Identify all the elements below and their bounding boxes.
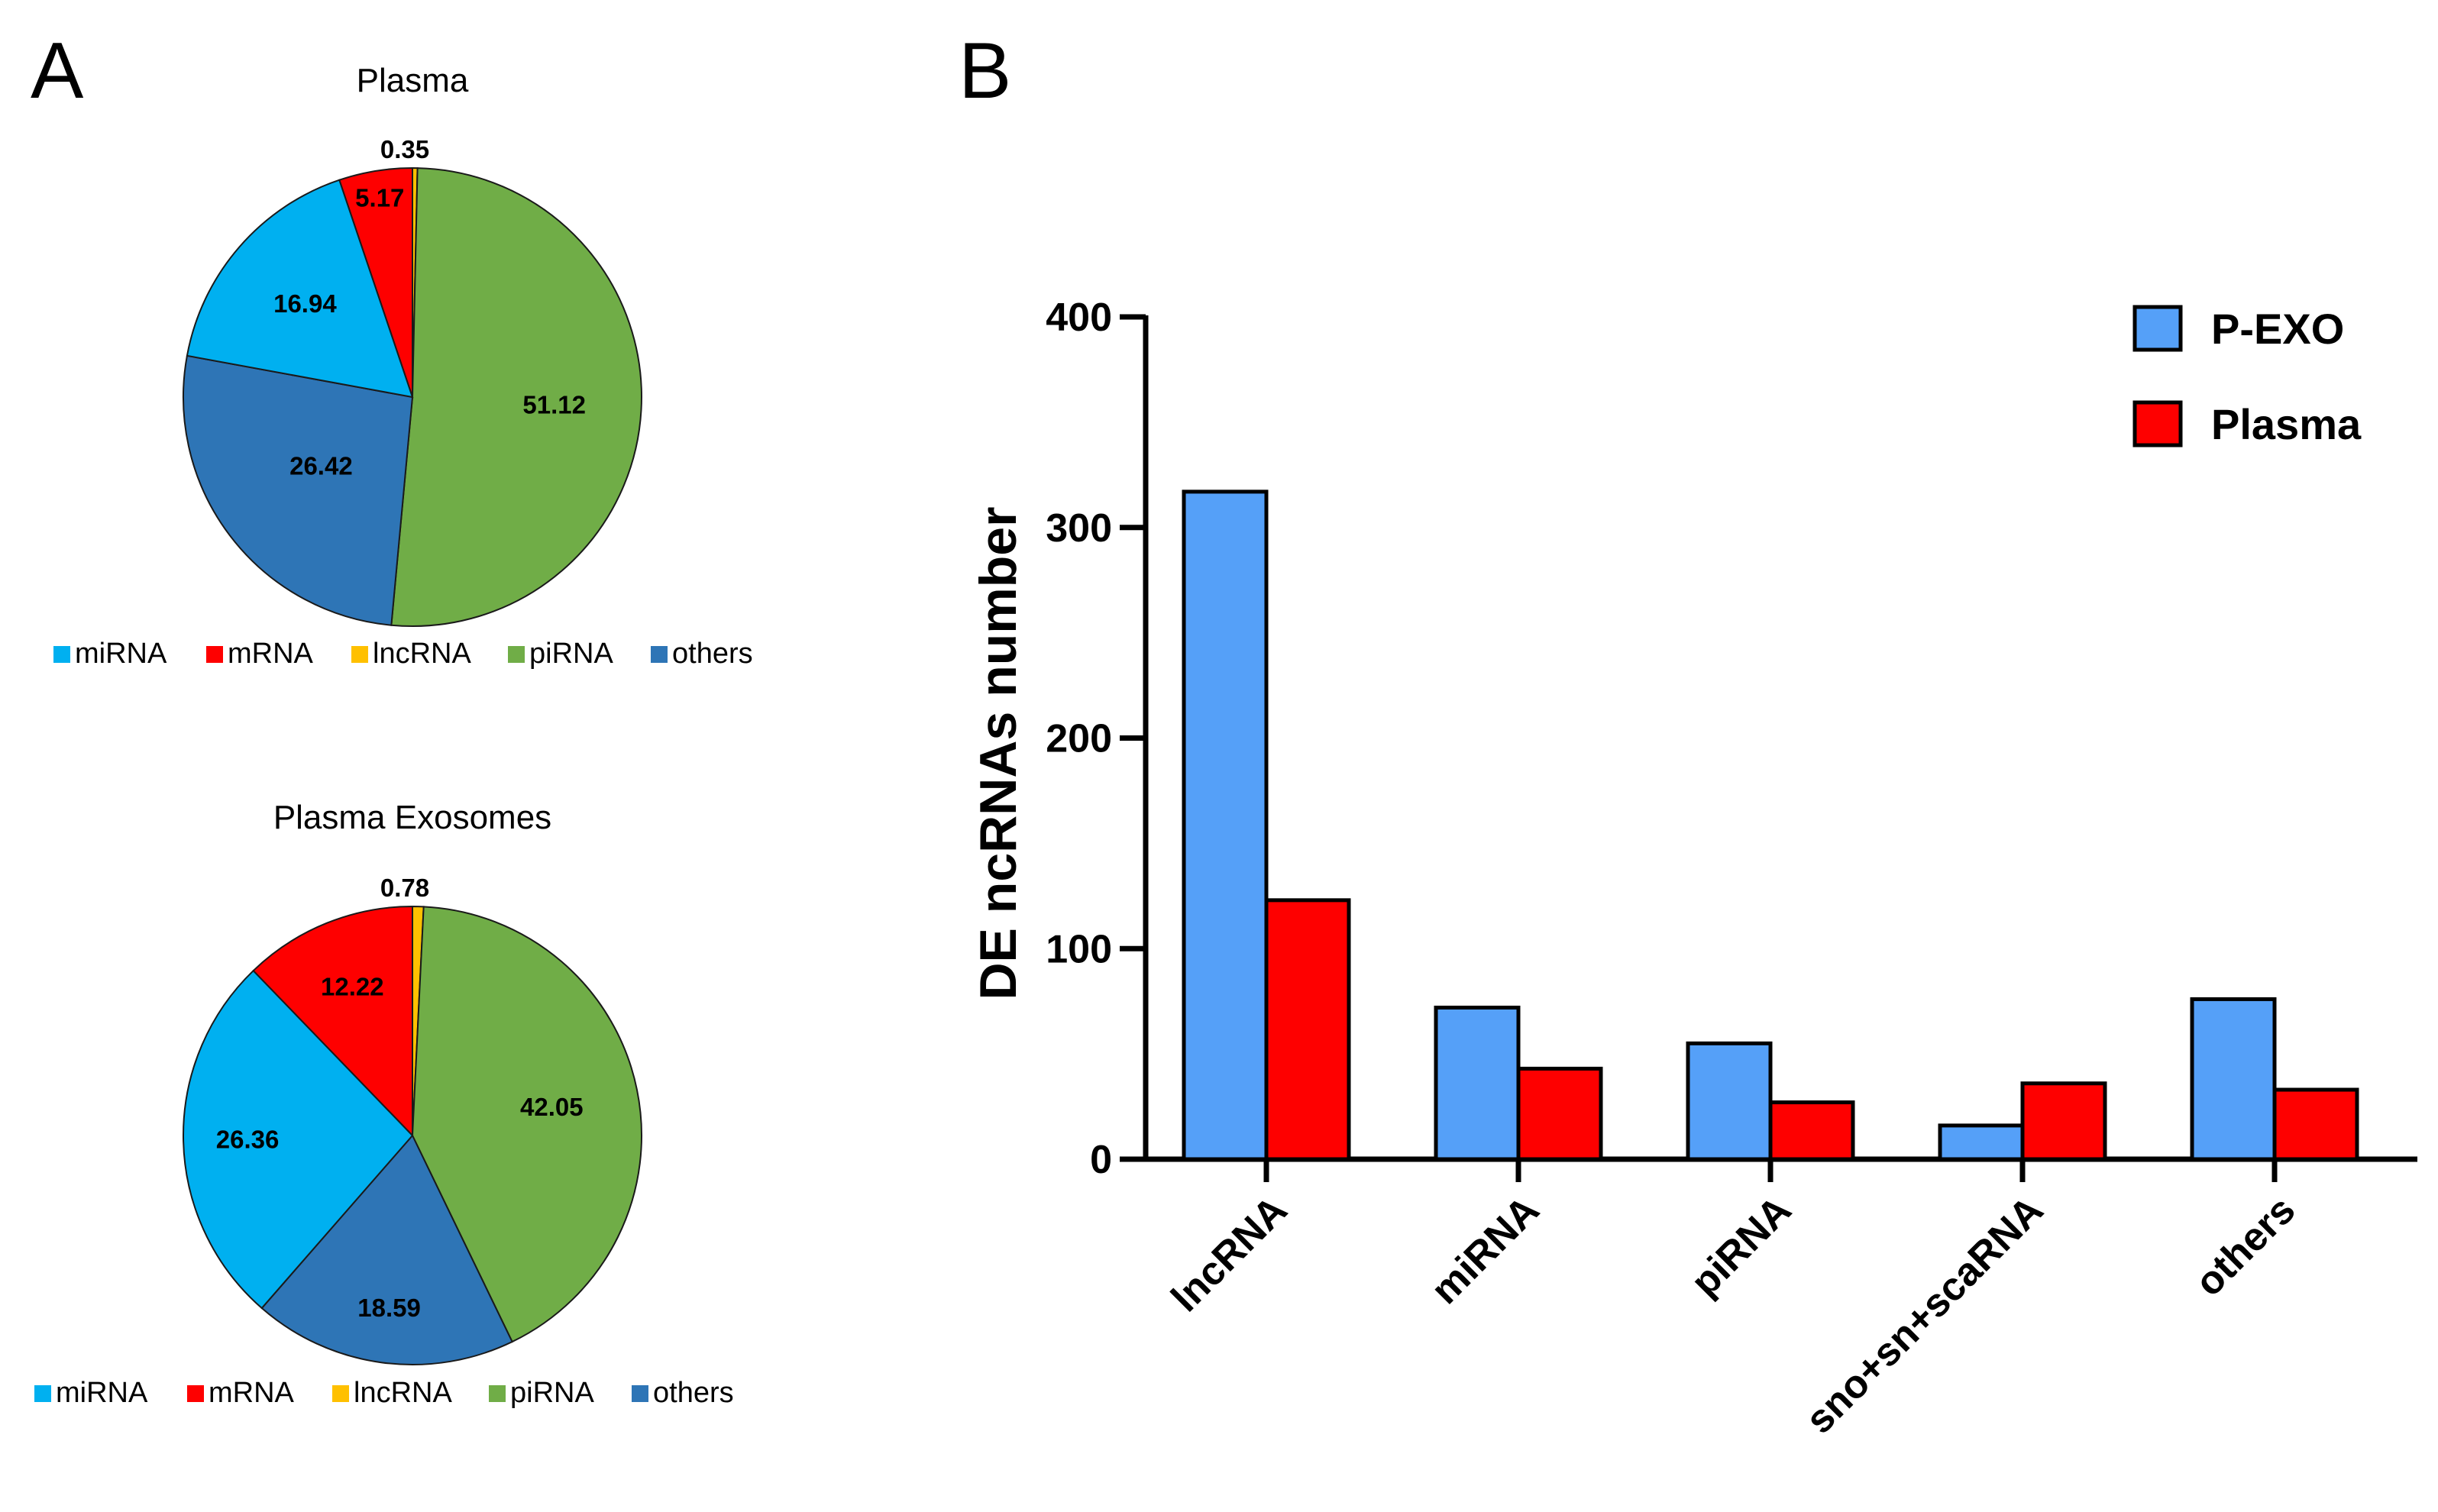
legend-label-mrna: mRNA: [209, 1377, 295, 1409]
legend-label-pirna: piRNA: [510, 1377, 594, 1409]
legend-label-lncrna: lncRNA: [354, 1377, 452, 1409]
legend-label-others: others: [672, 638, 753, 670]
legend-swatch-p-exo: [2132, 305, 2183, 352]
bar-plasma-pirna: [1768, 1100, 1855, 1161]
legend-label-lncrna: lncRNA: [373, 638, 471, 670]
pie-label-mirna: 26.36: [216, 1125, 280, 1153]
legend-label-others: others: [653, 1377, 734, 1409]
x-tick-label-sno-sn-scarna: sno+sn+scaRNA: [1797, 1187, 2052, 1442]
legend-label-mirna: miRNA: [56, 1377, 148, 1409]
legend-swatch-lncrna: [351, 646, 368, 663]
x-tick-label-pirna: piRNA: [1683, 1187, 1799, 1304]
legend-swatch-mirna: [34, 1385, 51, 1402]
legend-swatch-pirna: [508, 646, 525, 663]
legend-label-mrna: mRNA: [228, 638, 314, 670]
bar-p-exo-mirna: [1434, 1005, 1521, 1161]
legend-label-mirna: miRNA: [75, 638, 167, 670]
panel-label-a: A: [31, 27, 84, 115]
pie-label-pirna: 42.05: [520, 1093, 584, 1121]
legend-swatch-mrna: [206, 646, 223, 663]
x-tick-label-others: others: [2187, 1187, 2304, 1304]
legend-label-p-exo: P-EXO: [2211, 305, 2344, 353]
x-tick-label-mirna: miRNA: [1423, 1187, 1548, 1313]
pie-label-mrna: 5.17: [355, 184, 404, 212]
bar-chart-de-ncrnas: 0 100 200 300 400 DE ncRNAs number lncRNA miRNA…: [969, 296, 2417, 1443]
pie-slice-mrna: [252, 905, 413, 1138]
legend-swatch-mrna: [187, 1385, 204, 1402]
legend-swatch-pirna: [489, 1385, 506, 1402]
legend-swatch-others: [632, 1385, 648, 1402]
y-tick-label: 400: [1046, 296, 1112, 340]
pie-slice-others: [183, 354, 414, 626]
pie-title: Plasma: [357, 62, 469, 99]
y-axis-title: DE ncRNAs number: [969, 506, 1027, 1000]
pie-chart-plasma-exosomes: Plasma Exosomes 12.22 0.78 42.05 18.59 26.36 m…: [34, 799, 734, 1409]
bar-p-exo-sno-sn-scarna: [1938, 1123, 2025, 1161]
legend-label-plasma: Plasma: [2211, 400, 2362, 448]
bar-p-exo-lncrna: [1182, 489, 1269, 1161]
pie-label-pirna: 51.12: [522, 391, 586, 419]
pie-label-mirna: 16.94: [273, 289, 337, 318]
pie-slice-others: [260, 1134, 513, 1365]
pie-slice-pirna: [411, 906, 642, 1343]
pie-label-mrna: 12.22: [321, 972, 384, 1000]
pie-label-others: 18.59: [357, 1294, 421, 1322]
bar-plasma-lncrna: [1264, 898, 1351, 1161]
legend-swatch-plasma: [2132, 400, 2183, 447]
pie-label-lncrna: 0.78: [380, 874, 429, 902]
y-tick-label: 100: [1046, 927, 1112, 971]
legend-label-pirna: piRNA: [529, 638, 613, 670]
bar-plasma-mirna: [1516, 1066, 1603, 1161]
pie-slice-mirna: [182, 969, 414, 1310]
panel-label-b: B: [959, 27, 1011, 115]
legend-swatch-others: [651, 646, 668, 663]
bar-p-exo-others: [2190, 997, 2277, 1161]
x-tick-label-lncrna: lncRNA: [1163, 1187, 1296, 1320]
legend-swatch-lncrna: [332, 1385, 349, 1402]
pie-title: Plasma Exosomes: [273, 799, 551, 836]
bar-plasma-others: [2272, 1087, 2359, 1161]
y-tick-label: 200: [1046, 717, 1112, 761]
y-tick-label: 0: [1090, 1138, 1112, 1182]
pie-chart-plasma: Plasma 5.17 0.35 51.12 26.42 16.94 miRNA mRNA ln…: [53, 62, 753, 670]
bar-plasma-sno-sn-scarna: [2020, 1081, 2107, 1161]
bar-p-exo-pirna: [1686, 1041, 1773, 1161]
legend-swatch-mirna: [53, 646, 70, 663]
pie-slice-mirna: [186, 179, 414, 399]
pie-label-lncrna: 0.35: [380, 135, 429, 163]
pie-slice-pirna: [390, 167, 642, 627]
y-tick-label: 300: [1046, 506, 1112, 551]
pie-label-others: 26.42: [289, 452, 353, 480]
